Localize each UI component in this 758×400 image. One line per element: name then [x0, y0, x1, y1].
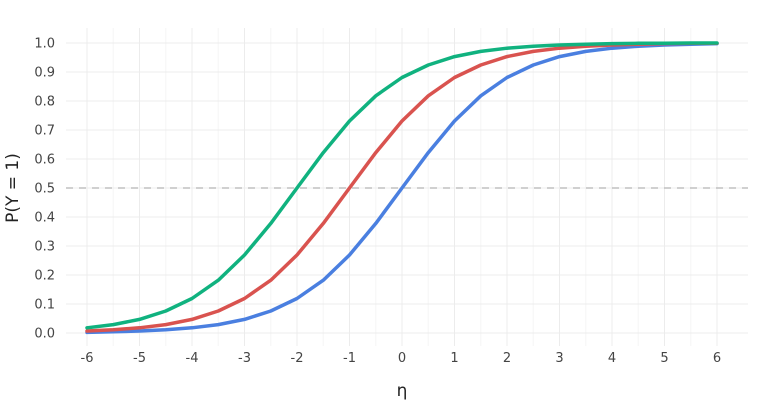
y-tick-label: 0.5 — [34, 182, 55, 197]
y-axis-ticks: 0.0 0.1 0.2 0.3 0.4 0.5 0.6 0.7 0.8 0.9 1.0 — [34, 37, 55, 342]
x-tick-label: 4 — [608, 351, 616, 366]
x-tick-label: 3 — [555, 351, 563, 366]
x-tick-label: -1 — [343, 351, 356, 366]
y-tick-label: 0.4 — [34, 211, 55, 226]
y-tick-label: 0.1 — [34, 298, 55, 313]
y-axis-title: P(Y = 1) — [3, 153, 23, 223]
series-group — [85, 41, 719, 335]
y-tick-label: 0.2 — [34, 269, 55, 284]
y-tick-label: 0.6 — [34, 153, 55, 168]
x-tick-label: 5 — [660, 351, 668, 366]
x-tick-label: 0 — [398, 351, 406, 366]
y-tick-label: 0.9 — [34, 66, 55, 81]
y-tick-label: 1.0 — [34, 37, 55, 52]
x-tick-label: 1 — [450, 351, 458, 366]
x-tick-label: 6 — [713, 351, 721, 366]
x-tick-label: -5 — [133, 351, 146, 366]
x-tick-label: -4 — [186, 351, 199, 366]
x-tick-label: -2 — [291, 351, 304, 366]
y-tick-label: 0.0 — [34, 327, 55, 342]
series-line-3 — [85, 41, 719, 330]
y-tick-label: 0.7 — [34, 124, 55, 139]
y-tick-label: 0.3 — [34, 240, 55, 255]
x-axis-ticks: -6 -5 -4 -3 -2 -1 0 1 2 3 4 5 6 — [81, 351, 722, 366]
y-tick-label: 0.8 — [34, 95, 55, 110]
x-tick-label: 2 — [503, 351, 511, 366]
x-axis-title: η — [397, 381, 408, 400]
x-tick-label: -3 — [238, 351, 251, 366]
series-line-1 — [85, 41, 719, 335]
x-tick-label: -6 — [81, 351, 94, 366]
